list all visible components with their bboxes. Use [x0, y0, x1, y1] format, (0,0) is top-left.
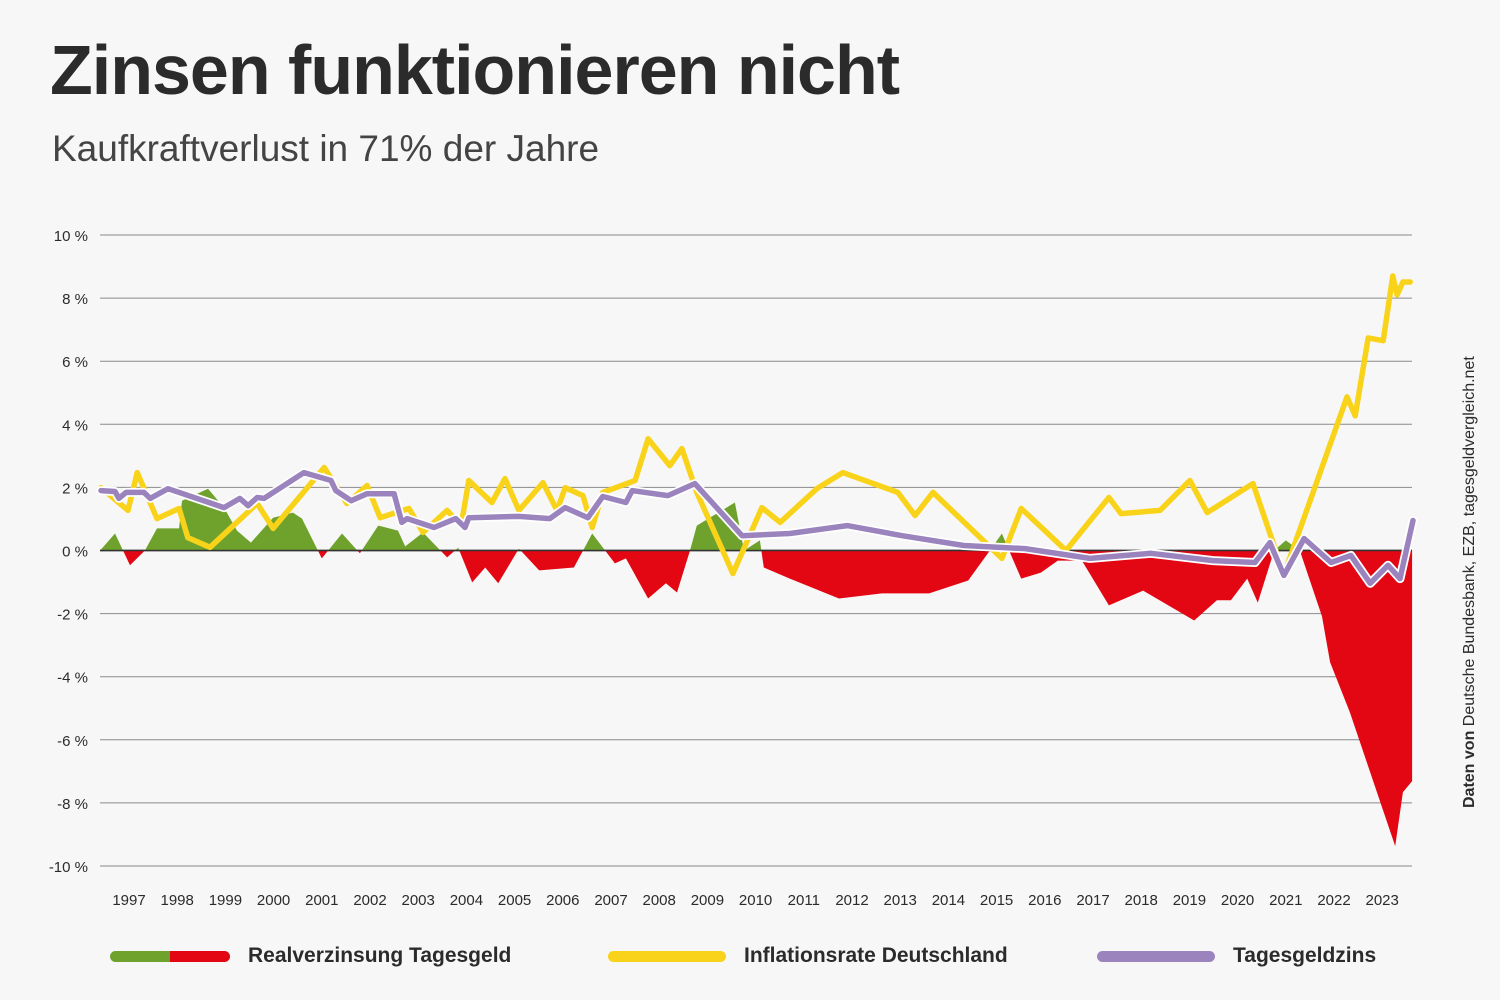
x-tick-label: 2003: [402, 892, 435, 909]
real-rate-area-positive: [100, 488, 1413, 551]
legend-item-interest: Tagesgeldzins: [1097, 944, 1376, 968]
x-tick-label: 2022: [1317, 892, 1350, 909]
x-tick-label: 2019: [1173, 892, 1206, 909]
y-tick-label: 8 %: [62, 291, 88, 308]
source-prefix: Daten von: [1461, 730, 1478, 808]
y-tick-label: -2 %: [57, 607, 88, 624]
x-tick-label: 2018: [1125, 892, 1158, 909]
chart-subtitle: Kaufkraftverlust in 71% der Jahre: [52, 128, 600, 169]
x-tick-label: 2013: [884, 892, 917, 909]
source-text: Deutsche Bundesbank, EZB, tagesgeldvergl…: [1461, 356, 1478, 727]
x-tick-label: 2004: [450, 892, 483, 909]
legend-item-inflation: Inflationsrate Deutschland: [608, 944, 1008, 968]
y-tick-label: 10 %: [54, 228, 88, 245]
x-tick-label: 2021: [1269, 892, 1302, 909]
y-tick-label: -10 %: [49, 859, 88, 876]
x-tick-label: 2007: [594, 892, 627, 909]
x-tick-label: 2008: [643, 892, 676, 909]
x-tick-label: 2001: [305, 892, 338, 909]
source-note: Daten von Deutsche Bundesbank, EZB, tage…: [1461, 356, 1479, 808]
x-tick-label: 2014: [932, 892, 965, 909]
x-tick-label: 2009: [691, 892, 724, 909]
y-tick-label: 2 %: [62, 480, 88, 497]
interest-line: [98, 469, 1416, 587]
y-tick-label: -8 %: [57, 796, 88, 813]
legend-swatch-inflation: [608, 950, 726, 962]
legend-swatch-real-rate: [110, 950, 230, 962]
y-tick-label: 0 %: [62, 544, 88, 561]
x-tick-label: 2011: [788, 892, 820, 909]
legend-item-real-rate: Realverzinsung Tagesgeld: [110, 944, 511, 968]
x-tick-label: 2012: [835, 892, 868, 909]
chart-title: Zinsen funktionieren nicht: [50, 31, 900, 109]
x-tick-label: 2015: [980, 892, 1013, 909]
x-tick-label: 2010: [739, 892, 772, 909]
y-tick-label: 6 %: [62, 354, 88, 371]
x-tick-label: 2017: [1076, 892, 1109, 909]
y-tick-label: -6 %: [57, 733, 88, 750]
x-tick-label: 2020: [1221, 892, 1254, 909]
legend-label: Tagesgeldzins: [1233, 944, 1377, 967]
x-tick-label: 2023: [1366, 892, 1399, 909]
x-tick-label: 2005: [498, 892, 531, 909]
legend-label: Realverzinsung Tagesgeld: [248, 944, 512, 967]
y-tick-label: 4 %: [62, 417, 88, 434]
x-tick-label: 1999: [209, 892, 242, 909]
x-tick-label: 2016: [1028, 892, 1061, 909]
x-tick-label: 1998: [161, 892, 194, 909]
x-tick-label: 2006: [546, 892, 579, 909]
x-tick-label: 1997: [112, 892, 145, 909]
legend-label: Inflationsrate Deutschland: [744, 944, 1008, 967]
y-tick-label: -4 %: [57, 670, 88, 687]
x-tick-label: 2000: [257, 892, 290, 909]
legend-swatch-interest: [1097, 950, 1215, 962]
x-tick-label: 2002: [353, 892, 386, 909]
